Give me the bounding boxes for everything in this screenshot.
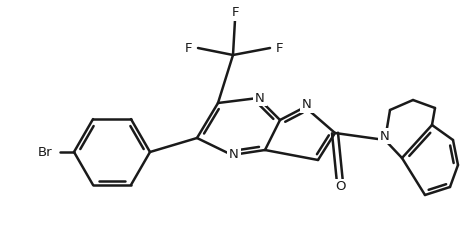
Text: N: N — [302, 98, 312, 112]
Text: N: N — [380, 130, 390, 142]
Text: N: N — [255, 92, 265, 104]
Text: O: O — [335, 180, 345, 194]
Text: Br: Br — [37, 145, 52, 158]
Text: F: F — [276, 41, 284, 55]
Text: F: F — [184, 41, 192, 55]
Text: N: N — [229, 148, 239, 161]
Text: F: F — [231, 6, 239, 19]
